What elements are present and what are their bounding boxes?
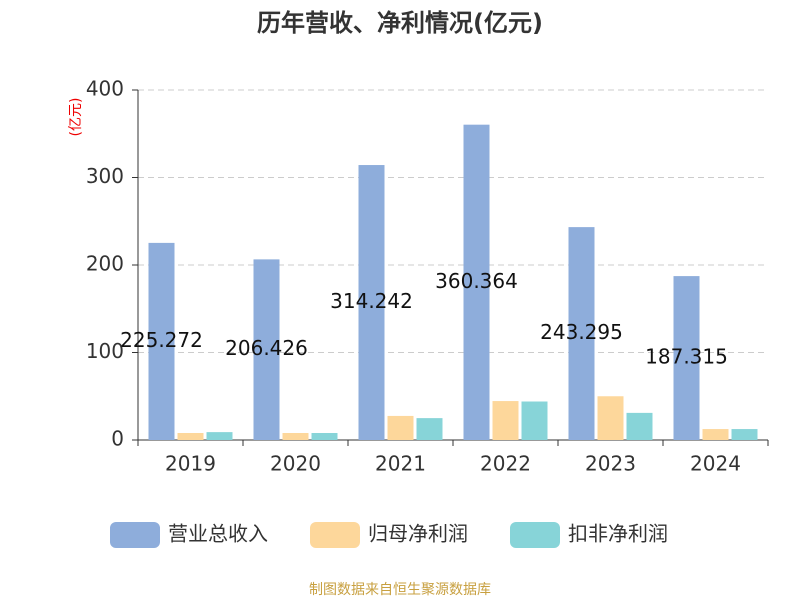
- bar: [731, 429, 758, 440]
- x-tick-label: 2024: [690, 452, 741, 476]
- bar: [626, 412, 653, 440]
- bar: [282, 433, 309, 440]
- y-tick-label: 100: [86, 339, 124, 363]
- y-tick-label: 200: [86, 252, 124, 276]
- data-label: 225.272: [120, 328, 203, 352]
- bar: [463, 124, 490, 440]
- bar: [148, 242, 175, 440]
- bar: [416, 418, 443, 440]
- source-note: 制图数据来自恒生聚源数据库: [309, 582, 491, 598]
- bar: [206, 432, 233, 440]
- bar: [177, 433, 204, 440]
- chart-title: 历年营收、净利情况(亿元): [257, 9, 543, 37]
- legend-swatch: [310, 522, 360, 548]
- bar: [702, 429, 729, 440]
- x-tick-label: 2023: [585, 452, 636, 476]
- legend-swatch: [510, 522, 560, 548]
- data-label: 206.426: [225, 336, 308, 360]
- x-tick-label: 2020: [270, 452, 321, 476]
- bar: [568, 227, 595, 440]
- x-tick-label: 2019: [165, 452, 216, 476]
- x-tick-label: 2021: [375, 452, 426, 476]
- y-tick-label: 0: [111, 427, 124, 451]
- data-label: 314.242: [330, 289, 413, 313]
- y-tick-label: 400: [86, 77, 124, 101]
- bar: [673, 276, 700, 440]
- bar: [387, 415, 414, 440]
- data-label: 243.295: [540, 320, 623, 344]
- bar: [492, 401, 519, 440]
- x-tick-label: 2022: [480, 452, 531, 476]
- bar: [311, 433, 338, 440]
- y-tick-label: 300: [86, 164, 124, 188]
- legend-label: 扣非净利润: [568, 522, 668, 546]
- data-label: 187.315: [645, 345, 728, 369]
- data-label: 360.364: [435, 269, 518, 293]
- legend-label: 归母净利润: [368, 522, 468, 546]
- bar: [597, 396, 624, 440]
- legend-swatch: [110, 522, 160, 548]
- bar: [521, 401, 548, 440]
- legend-label: 营业总收入: [168, 522, 268, 546]
- bar: [253, 259, 280, 440]
- y-axis-label: (亿元): [68, 98, 84, 137]
- bar: [358, 165, 385, 440]
